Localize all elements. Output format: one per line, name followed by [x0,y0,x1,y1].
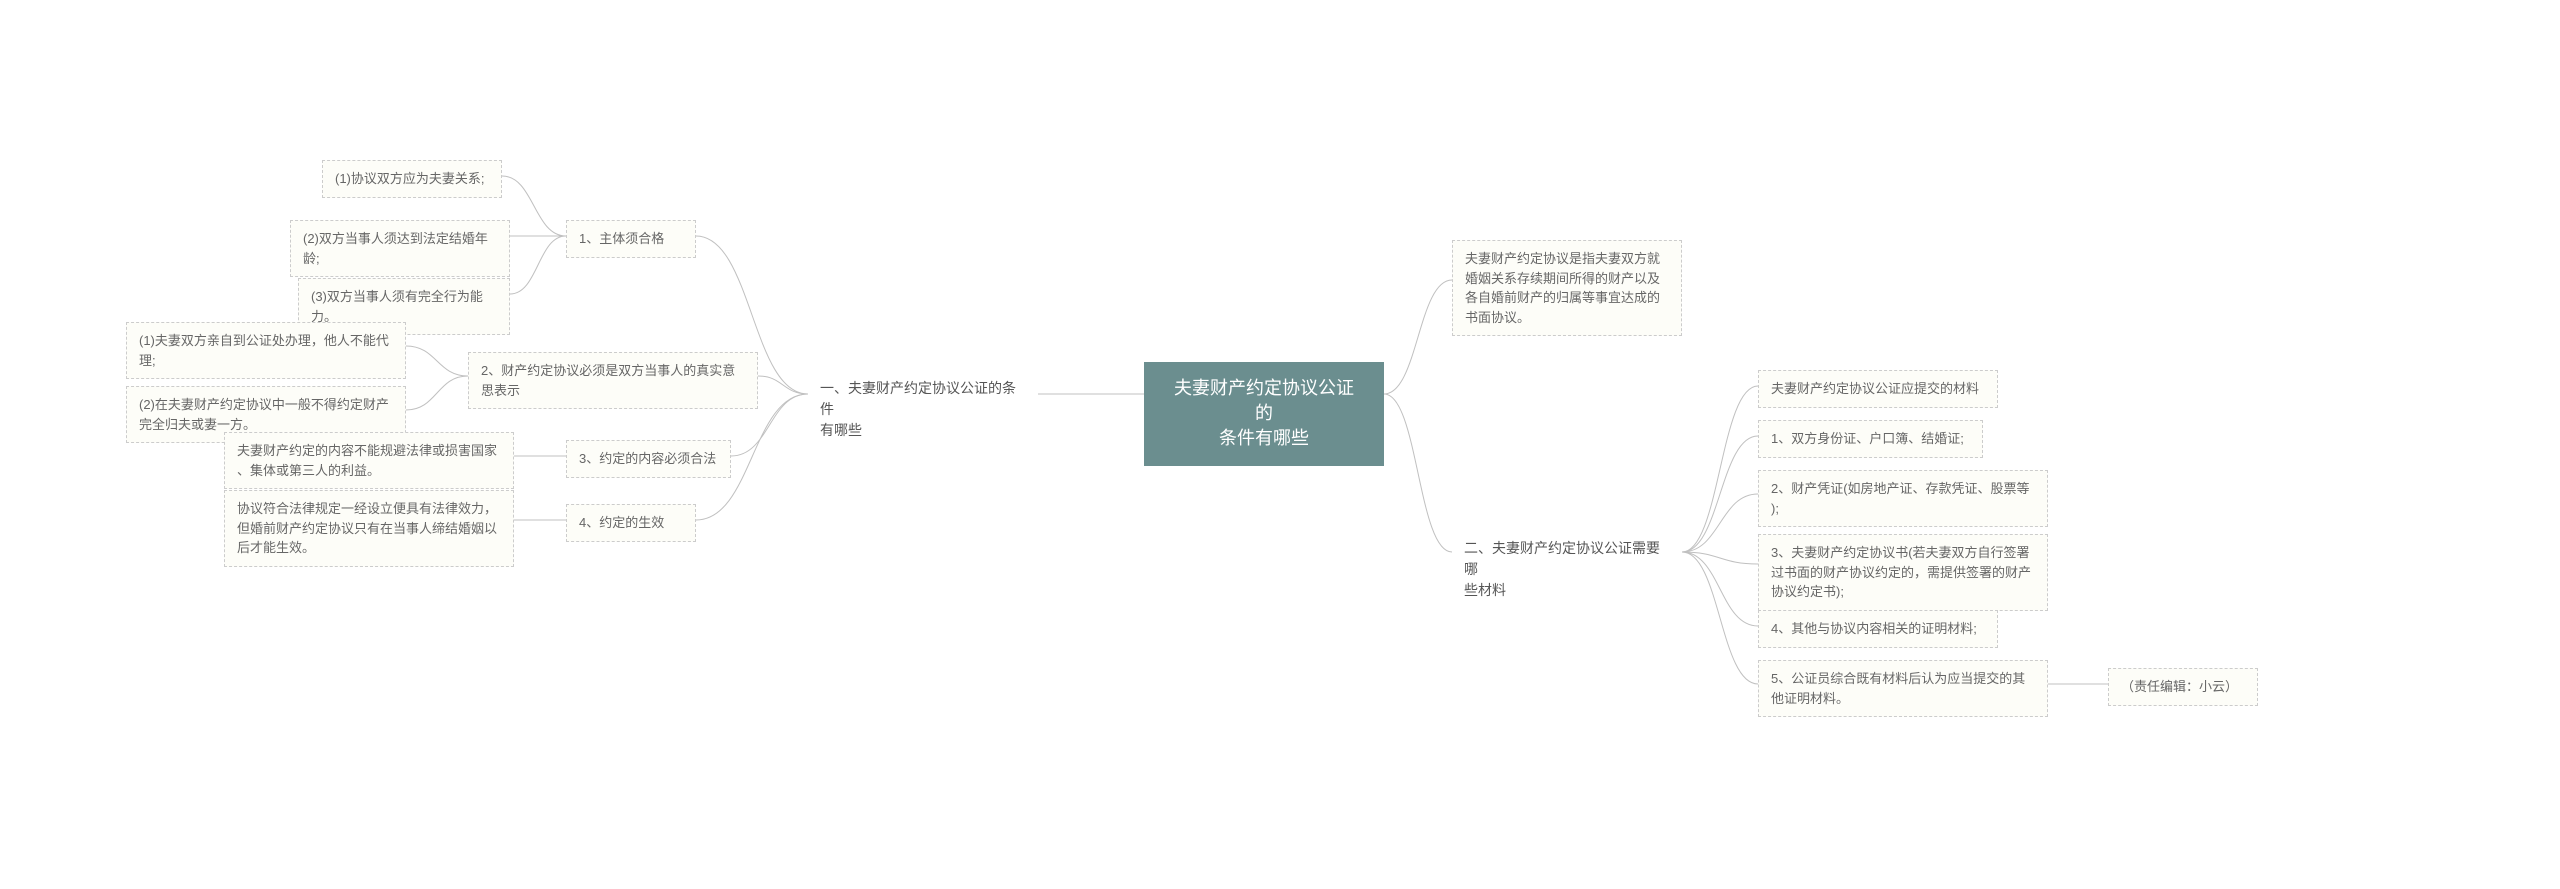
mindmap-edge [1682,552,1758,564]
mindmap-edge [1682,552,1758,626]
mindmap-node-l1-3: 3、约定的内容必须合法 [566,440,731,478]
mindmap-node-r0: 夫妻财产约定协议是指夫妻双方就 婚姻关系存续期间所得的财产以及 各自婚前财产的归… [1452,240,1682,336]
mindmap-edge [758,376,808,394]
mindmap-edge [510,236,566,294]
mindmap-node-l1-1-1: (1)协议双方应为夫妻关系; [322,160,502,198]
mindmap-node-l1-3-1: 夫妻财产约定的内容不能规避法律或损害国家 、集体或第三人的利益。 [224,432,514,489]
mindmap-edge [1682,494,1758,552]
mindmap-edge [1682,386,1758,552]
mindmap-root: 夫妻财产约定协议公证的 条件有哪些 [1144,362,1384,466]
mindmap-node-l2-1: 夫妻财产约定协议公证应提交的材料 [1758,370,1998,408]
mindmap-node-l2-3: 2、财产凭证(如房地产证、存款凭证、股票等 ); [1758,470,2048,527]
mindmap-node-l1-4: 4、约定的生效 [566,504,696,542]
mindmap-edge [1384,280,1452,394]
mindmap-edge [406,376,468,410]
mindmap-node-b2: 二、夫妻财产约定协议公证需要哪 些材料 [1452,530,1682,609]
mindmap-edge [1384,394,1452,552]
mindmap-node-b1: 一、夫妻财产约定协议公证的条件 有哪些 [808,370,1038,449]
mindmap-node-l2-5: 4、其他与协议内容相关的证明材料; [1758,610,1998,648]
mindmap-edge [1682,552,1758,684]
mindmap-edge [406,346,468,376]
mindmap-edge [502,176,566,236]
mindmap-node-l2-4: 3、夫妻财产约定协议书(若夫妻双方自行签署 过书面的财产协议约定的，需提供签署的… [1758,534,2048,611]
mindmap-node-l1-1-2: (2)双方当事人须达到法定结婚年龄; [290,220,510,277]
mindmap-node-l2-6-1: （责任编辑：小云） [2108,668,2258,706]
mindmap-node-l2-2: 1、双方身份证、户口簿、结婚证; [1758,420,1983,458]
mindmap-node-l1-4-1: 协议符合法律规定一经设立便具有法律效力， 但婚前财产约定协议只有在当事人缔结婚姻… [224,490,514,567]
mindmap-node-l1-1: 1、主体须合格 [566,220,696,258]
mindmap-edge [1682,436,1758,552]
mindmap-node-l2-6: 5、公证员综合既有材料后认为应当提交的其 他证明材料。 [1758,660,2048,717]
mindmap-node-l1-2-1: (1)夫妻双方亲自到公证处办理，他人不能代 理; [126,322,406,379]
mindmap-node-l1-2: 2、财产约定协议必须是双方当事人的真实意 思表示 [468,352,758,409]
